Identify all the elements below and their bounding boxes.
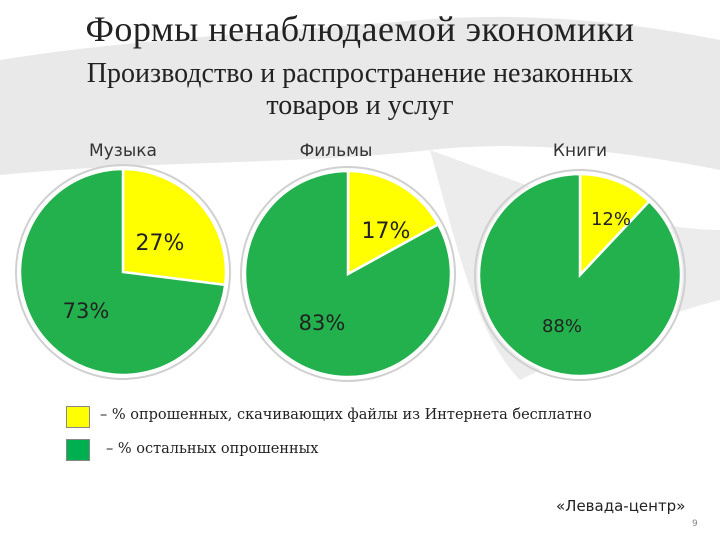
pie-chart-1: Музыка 27% 73% — [15, 141, 231, 380]
page-number: 9 — [692, 519, 698, 529]
pie-chart-3: Книги 12% 88% — [474, 141, 686, 381]
legend-label-download: – % опрошенных, скачивающих файлы из Инт… — [100, 407, 592, 423]
pie-slice-other — [18, 167, 227, 377]
pie-slice-download — [346, 169, 440, 277]
legend-swatch-download — [66, 406, 90, 428]
pie-slice-other — [243, 169, 453, 379]
data-label-other: 83% — [299, 311, 346, 335]
pie-outline — [15, 164, 231, 380]
legend-swatch-other — [66, 439, 90, 461]
data-label-download: 27% — [136, 231, 185, 256]
data-label-other: 88% — [542, 316, 582, 337]
chart-title: Фильмы — [300, 141, 373, 161]
source-label: «Левада-центр» — [556, 497, 686, 515]
pie-outline — [240, 166, 456, 382]
pie-outline — [474, 169, 686, 381]
chart-title: Музыка — [89, 141, 157, 161]
chart-title: Книги — [553, 141, 607, 161]
pie-slice-download — [578, 172, 651, 279]
legend-label-other: – % остальных опрошенных — [106, 441, 319, 457]
pie-slice-other — [477, 172, 683, 378]
data-label-download: 17% — [362, 219, 411, 244]
data-label-other: 73% — [63, 299, 110, 323]
slide-subtitle: Производство и распространение незаконны… — [86, 58, 634, 121]
slide-title: Формы ненаблюдаемой экономики — [85, 9, 635, 49]
pie-slice-download — [121, 167, 228, 287]
pie-chart-2: Фильмы 17% 83% — [240, 141, 456, 382]
data-label-download: 12% — [591, 209, 631, 230]
